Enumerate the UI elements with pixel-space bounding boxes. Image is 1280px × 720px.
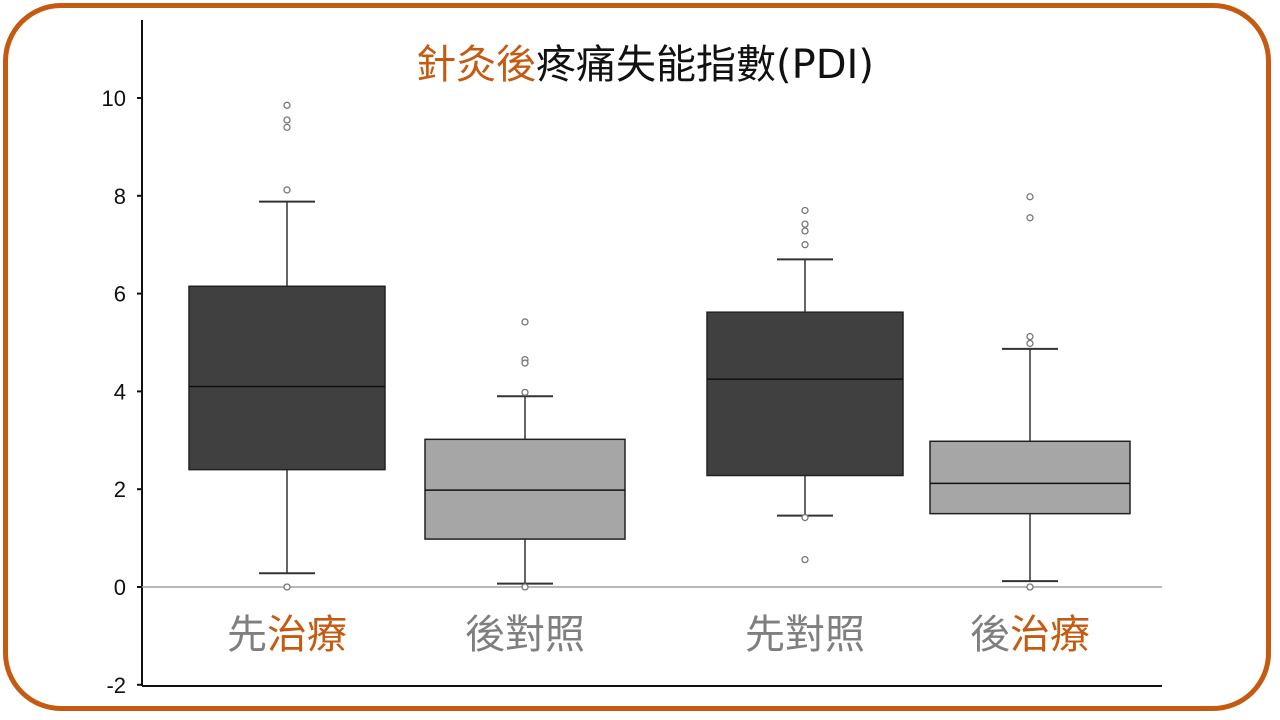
y-tick-label: 2 [114,477,126,502]
y-tick-label: 8 [114,184,126,209]
category-label-4: 後治療 [970,612,1090,658]
outlier-point [283,186,291,194]
outlier-point [283,116,291,124]
category-label-part: 先對照 [745,612,865,658]
box-3 [706,206,904,564]
y-tick-label: -2 [106,673,126,698]
outlier-point [1026,214,1034,222]
outlier-point [1026,193,1034,201]
outlier-point [521,388,529,397]
outlier-point [521,318,529,326]
slide-frame [3,3,1271,711]
outlier-point [1026,583,1034,591]
box-1 [188,101,386,591]
outlier-point [801,513,809,522]
outlier-point [283,101,291,109]
outlier-point [521,359,529,367]
category-label-2: 後對照 [465,612,585,658]
box-body [706,311,904,477]
outlier-point [801,241,809,249]
y-tick-label: 4 [114,379,126,404]
category-label-part: 後 [970,612,1010,658]
title-rest-part: 疼痛失能指數(PDI) [536,42,874,88]
box-body [424,438,626,540]
category-label-part: 治療 [267,612,347,658]
category-label-part: 治療 [1010,612,1090,658]
chart-title: 針灸後疼痛失能指數(PDI) [416,42,874,88]
y-tick-label: 6 [114,282,126,307]
category-label-1: 先治療 [227,612,347,658]
box-2 [424,318,626,591]
title-accent-part: 針灸後 [416,42,536,88]
category-labels: 先治療 後對照 先對照 後治療 [227,612,1090,658]
box-body [188,285,386,471]
outlier-point [801,220,809,228]
outlier-point [283,123,291,131]
outlier-point [801,206,809,215]
y-tick-label: 0 [114,575,126,600]
category-label-part: 後對照 [465,612,585,658]
box-4 [929,193,1131,591]
y-ticks: 10 8 6 4 2 0 -2 [102,86,142,698]
outlier-point [1026,339,1034,348]
box-group [188,101,1131,591]
category-label-part: 先 [227,612,267,658]
category-label-3: 先對照 [745,612,865,658]
y-tick-label: 10 [102,86,126,111]
outlier-point [1026,332,1034,341]
outlier-point [801,227,809,235]
outlier-point [283,583,291,591]
outlier-point [521,583,529,591]
outlier-point [801,555,809,564]
box-body [929,440,1131,515]
